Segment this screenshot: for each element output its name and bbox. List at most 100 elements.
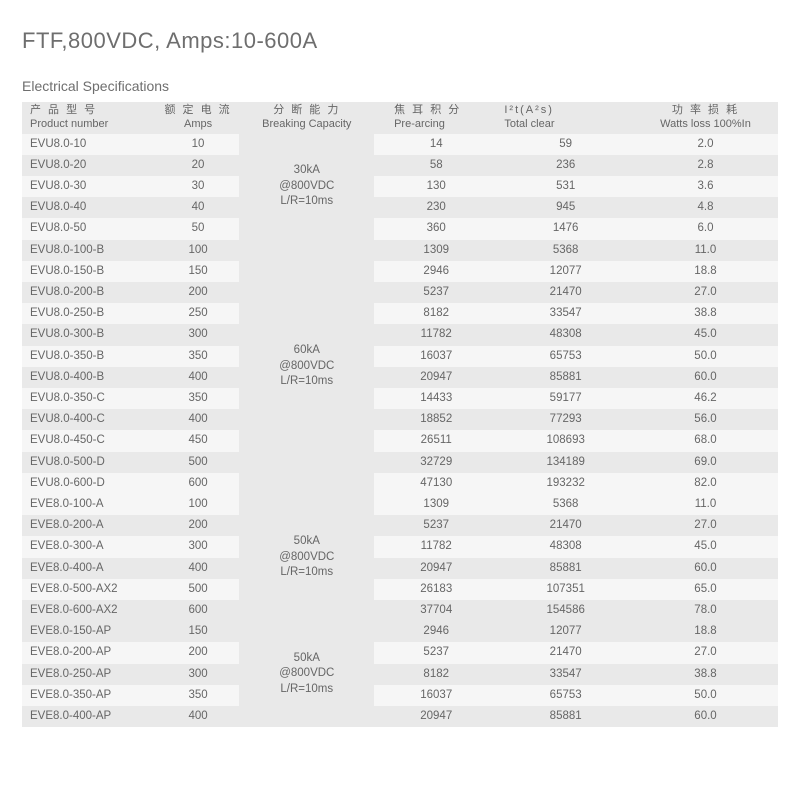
cell-amps: 200: [157, 282, 240, 303]
cell-total-clear: 21470: [498, 642, 633, 663]
table-row: EVE8.0-100-A10050kA@800VDCL/R=10ms130953…: [22, 494, 778, 515]
cell-total-clear: 5368: [498, 494, 633, 515]
cell-breaking-capacity: 60kA@800VDCL/R=10ms: [239, 240, 374, 494]
cell-amps: 600: [157, 600, 240, 621]
cell-product-number: EVU8.0-20: [22, 155, 157, 176]
cell-breaking-capacity: 30kA@800VDCL/R=10ms: [239, 134, 374, 240]
table-row: EVE8.0-500-AX25002618310735165.0: [22, 579, 778, 600]
cell-watts-loss: 45.0: [633, 324, 778, 345]
cell-amps: 150: [157, 261, 240, 282]
cell-prearcing: 16037: [374, 346, 498, 367]
cell-watts-loss: 2.8: [633, 155, 778, 176]
cell-total-clear: 107351: [498, 579, 633, 600]
cell-product-number: EVU8.0-400-C: [22, 409, 157, 430]
col-header-watts-loss: 功 率 损 耗Watts loss 100%In: [633, 102, 778, 134]
cell-watts-loss: 27.0: [633, 282, 778, 303]
table-row: EVU8.0-350-C350144335917746.2: [22, 388, 778, 409]
cell-product-number: EVE8.0-350-AP: [22, 685, 157, 706]
table-row: EVE8.0-200-AP200 52372147027.0: [22, 642, 778, 663]
cell-amps: 100: [157, 240, 240, 261]
cell-prearcing: 5237: [374, 642, 498, 663]
cell-breaking-capacity: 50kA@800VDCL/R=10ms: [239, 621, 374, 727]
cell-watts-loss: 56.0: [633, 409, 778, 430]
cell-prearcing: 130: [374, 176, 498, 197]
cell-amps: 300: [157, 536, 240, 557]
cell-amps: 50: [157, 218, 240, 239]
cell-amps: 40: [157, 197, 240, 218]
col-header-amps: 额 定 电 流Amps: [157, 102, 240, 134]
cell-prearcing: 20947: [374, 367, 498, 388]
table-row: EVU8.0-200-B20052372147027.0: [22, 282, 778, 303]
cell-total-clear: 33547: [498, 664, 633, 685]
table-row: EVE8.0-150-AP15050kA@800VDCL/R=10ms29461…: [22, 621, 778, 642]
cell-product-number: EVE8.0-600-AX2: [22, 600, 157, 621]
cell-product-number: EVU8.0-300-B: [22, 324, 157, 345]
cell-total-clear: 48308: [498, 324, 633, 345]
table-row: EVU8.0-250-B25081823354738.8: [22, 303, 778, 324]
cell-prearcing: 18852: [374, 409, 498, 430]
table-row: EVU8.0-600-D6004713019323282.0: [22, 473, 778, 494]
spec-table: 产 品 型 号Product number 额 定 电 流Amps 分 断 能 …: [22, 102, 778, 727]
cell-total-clear: 531: [498, 176, 633, 197]
cell-product-number: EVE8.0-200-A: [22, 515, 157, 536]
cell-watts-loss: 60.0: [633, 558, 778, 579]
cell-total-clear: 193232: [498, 473, 633, 494]
cell-product-number: EVE8.0-300-A: [22, 536, 157, 557]
table-row: EVU8.0-500-D5003272913418969.0: [22, 452, 778, 473]
cell-total-clear: 48308: [498, 536, 633, 557]
cell-product-number: EVU8.0-30: [22, 176, 157, 197]
cell-total-clear: 59: [498, 134, 633, 155]
table-body: EVU8.0-101030kA@800VDCL/R=10ms14592.0EVU…: [22, 134, 778, 728]
cell-total-clear: 945: [498, 197, 633, 218]
cell-total-clear: 85881: [498, 367, 633, 388]
cell-watts-loss: 2.0: [633, 134, 778, 155]
cell-amps: 300: [157, 324, 240, 345]
cell-product-number: EVU8.0-500-D: [22, 452, 157, 473]
table-header-row: 产 品 型 号Product number 额 定 电 流Amps 分 断 能 …: [22, 102, 778, 134]
cell-total-clear: 5368: [498, 240, 633, 261]
cell-watts-loss: 27.0: [633, 642, 778, 663]
cell-total-clear: 21470: [498, 515, 633, 536]
cell-amps: 450: [157, 430, 240, 451]
cell-product-number: EVE8.0-200-AP: [22, 642, 157, 663]
cell-watts-loss: 18.8: [633, 621, 778, 642]
cell-prearcing: 26511: [374, 430, 498, 451]
cell-product-number: EVU8.0-10: [22, 134, 157, 155]
cell-amps: 350: [157, 388, 240, 409]
cell-watts-loss: 11.0: [633, 240, 778, 261]
col-header-breaking-capacity: 分 断 能 力Breaking Capacity: [239, 102, 374, 134]
table-row: EVE8.0-400-A400209478588160.0: [22, 558, 778, 579]
cell-total-clear: 59177: [498, 388, 633, 409]
cell-amps: 500: [157, 452, 240, 473]
cell-total-clear: 65753: [498, 346, 633, 367]
table-row: EVE8.0-350-AP350160376575350.0: [22, 685, 778, 706]
cell-prearcing: 8182: [374, 303, 498, 324]
cell-total-clear: 85881: [498, 558, 633, 579]
cell-prearcing: 47130: [374, 473, 498, 494]
cell-total-clear: 236: [498, 155, 633, 176]
cell-prearcing: 5237: [374, 282, 498, 303]
cell-prearcing: 14: [374, 134, 498, 155]
cell-watts-loss: 82.0: [633, 473, 778, 494]
cell-amps: 400: [157, 367, 240, 388]
cell-amps: 200: [157, 515, 240, 536]
cell-prearcing: 11782: [374, 536, 498, 557]
cell-total-clear: 21470: [498, 282, 633, 303]
cell-prearcing: 26183: [374, 579, 498, 600]
cell-watts-loss: 50.0: [633, 685, 778, 706]
cell-prearcing: 37704: [374, 600, 498, 621]
cell-amps: 250: [157, 303, 240, 324]
cell-total-clear: 134189: [498, 452, 633, 473]
cell-product-number: EVU8.0-150-B: [22, 261, 157, 282]
section-subtitle: Electrical Specifications: [22, 78, 778, 94]
cell-watts-loss: 27.0: [633, 515, 778, 536]
cell-prearcing: 58: [374, 155, 498, 176]
cell-prearcing: 2946: [374, 621, 498, 642]
cell-watts-loss: 45.0: [633, 536, 778, 557]
cell-amps: 300: [157, 664, 240, 685]
table-row: EVU8.0-2020582362.8: [22, 155, 778, 176]
table-row: EVU8.0-400-B400209478588160.0: [22, 367, 778, 388]
col-header-total-clear: I²t(A²s)Total clear: [498, 102, 633, 134]
table-row: EVU8.0-400-C400188527729356.0: [22, 409, 778, 430]
cell-amps: 200: [157, 642, 240, 663]
